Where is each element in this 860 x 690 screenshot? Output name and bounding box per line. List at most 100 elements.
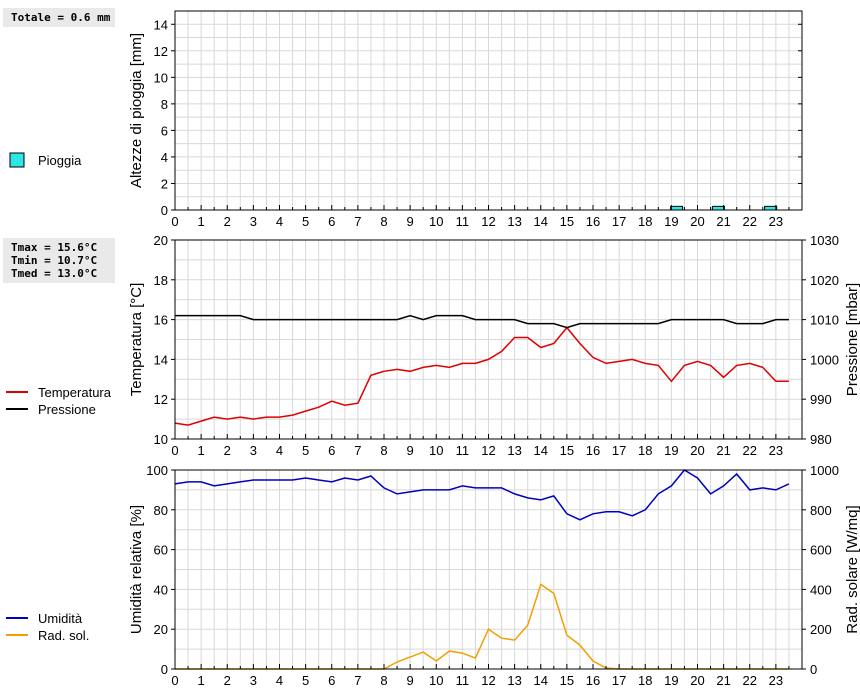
x-tick-label: 19 [664, 214, 678, 229]
y-tick-label: 2 [161, 176, 168, 191]
x-tick-label: 1 [198, 214, 205, 229]
x-tick-label: 7 [354, 443, 361, 458]
rain-bar [670, 205, 684, 211]
x-tick-label: 8 [380, 214, 387, 229]
x-tick-label: 9 [407, 673, 414, 688]
x-tick-label: 0 [171, 673, 178, 688]
summary-line: Tmed = 13.0°C [11, 267, 97, 280]
x-tick-label: 18 [638, 673, 652, 688]
rain-panel: 0 1 2 3 4 5 6 7 8 9 10 11 12 13 14 15 16 17 18 19 20 21 22 2302… [3, 8, 803, 229]
rain-legend: Pioggia [9, 152, 82, 168]
x-tick-label: 21 [716, 443, 730, 458]
x-tick-label: 6 [328, 214, 335, 229]
x-tick-label: 23 [769, 673, 783, 688]
x-tick-label: 19 [664, 673, 678, 688]
x-tick-label: 18 [638, 214, 652, 229]
x-tick-label: 10 [429, 673, 443, 688]
x-tick-label: 8 [380, 443, 387, 458]
x-tick-label: 10 [429, 214, 443, 229]
x-tick-label: 12 [481, 673, 495, 688]
y2-tick-label: 400 [810, 582, 832, 597]
y-tick-label: 100 [146, 463, 168, 478]
x-tick-label: 13 [507, 214, 521, 229]
x-tick-label: 6 [328, 673, 335, 688]
legend-label: Umidità [38, 611, 83, 626]
y2-tick-label: 980 [810, 432, 832, 447]
y2-tick-label: 1030 [810, 233, 839, 248]
x-tick-label: 2 [224, 443, 231, 458]
legend-label: Temperatura [38, 385, 112, 400]
x-tick-label: 12 [481, 443, 495, 458]
x-tick-label: 14 [534, 214, 548, 229]
y-tick-label: 12 [154, 392, 168, 407]
x-tick-label: 22 [743, 443, 757, 458]
x-tick-label: 17 [612, 673, 626, 688]
y2-tick-label: 1000 [810, 463, 839, 478]
y2-tick-label: 990 [810, 392, 832, 407]
x-tick-label: 15 [560, 443, 574, 458]
y-tick-label: 16 [154, 313, 168, 328]
y2-tick-label: 600 [810, 543, 832, 558]
rain-summary: Totale = 0.6 mm [3, 8, 115, 27]
x-tick-label: 18 [638, 443, 652, 458]
rain-bar [764, 205, 778, 211]
x-tick-label: 13 [507, 443, 521, 458]
x-tick-label: 15 [560, 214, 574, 229]
x-tick-label: 4 [276, 443, 283, 458]
y-tick-label: 4 [161, 150, 168, 165]
y2-tick-label: 200 [810, 622, 832, 637]
temperature-legend: Temperatura Pressione [6, 385, 112, 417]
y2-tick-label: 1020 [810, 273, 839, 288]
x-tick-label: 7 [354, 214, 361, 229]
y-tick-label: 14 [154, 352, 168, 367]
x-tick-label: 20 [690, 214, 704, 229]
x-tick-label: 0 [171, 443, 178, 458]
humidity-legend: Umidità Rad. sol. [6, 611, 89, 643]
x-tick-label: 1 [198, 443, 205, 458]
x-tick-label: 6 [328, 443, 335, 458]
x-tick-label: 5 [302, 673, 309, 688]
x-tick-label: 16 [586, 673, 600, 688]
x-tick-label: 23 [769, 443, 783, 458]
y-tick-label: 12 [154, 44, 168, 59]
summary-box [3, 238, 115, 283]
x-tick-label: 2 [224, 673, 231, 688]
legend-swatch [9, 152, 25, 168]
y-tick-label: 10 [154, 432, 168, 447]
x-tick-label: 3 [250, 214, 257, 229]
rain-ylabel: Altezze di pioggia [mm] [128, 33, 145, 188]
x-tick-label: 0 [171, 214, 178, 229]
x-tick-label: 4 [276, 673, 283, 688]
x-tick-label: 16 [586, 214, 600, 229]
x-tick-label: 11 [456, 214, 470, 229]
x-tick-label: 8 [380, 673, 387, 688]
y-tick-label: 0 [161, 662, 168, 677]
series-line-temperatura [174, 326, 789, 426]
humidity-ylabel: Umidità relativa [%] [128, 505, 145, 634]
temperature-pressure-panel: 0 1 2 3 4 5 6 7 8 9 10 11 12 13 14 15 16 17 18 19 20 21 22 2310… [3, 233, 860, 458]
y2-tick-label: 0 [810, 662, 817, 677]
summary-box [3, 8, 115, 27]
x-tick-label: 15 [560, 673, 574, 688]
summary-line: Totale = 0.6 mm [11, 11, 111, 24]
rain-bar [711, 205, 725, 211]
y-tick-label: 8 [161, 97, 168, 112]
x-tick-label: 3 [250, 443, 257, 458]
y-tick-label: 40 [154, 582, 168, 597]
x-tick-label: 23 [769, 214, 783, 229]
x-tick-label: 22 [743, 214, 757, 229]
x-tick-label: 1 [198, 673, 205, 688]
x-tick-label: 13 [507, 673, 521, 688]
summary-line: Tmax = 15.6°C [11, 241, 97, 254]
x-tick-label: 16 [586, 443, 600, 458]
y-tick-label: 20 [154, 233, 168, 248]
temperature-ylabel: Temperatura [°C] [128, 283, 145, 397]
y-tick-label: 60 [154, 543, 168, 558]
x-tick-label: 9 [407, 443, 414, 458]
y-tick-label: 0 [161, 203, 168, 218]
x-tick-label: 3 [250, 673, 257, 688]
series-line-pressione [175, 314, 789, 329]
y-tick-label: 80 [154, 503, 168, 518]
x-tick-label: 7 [354, 673, 361, 688]
